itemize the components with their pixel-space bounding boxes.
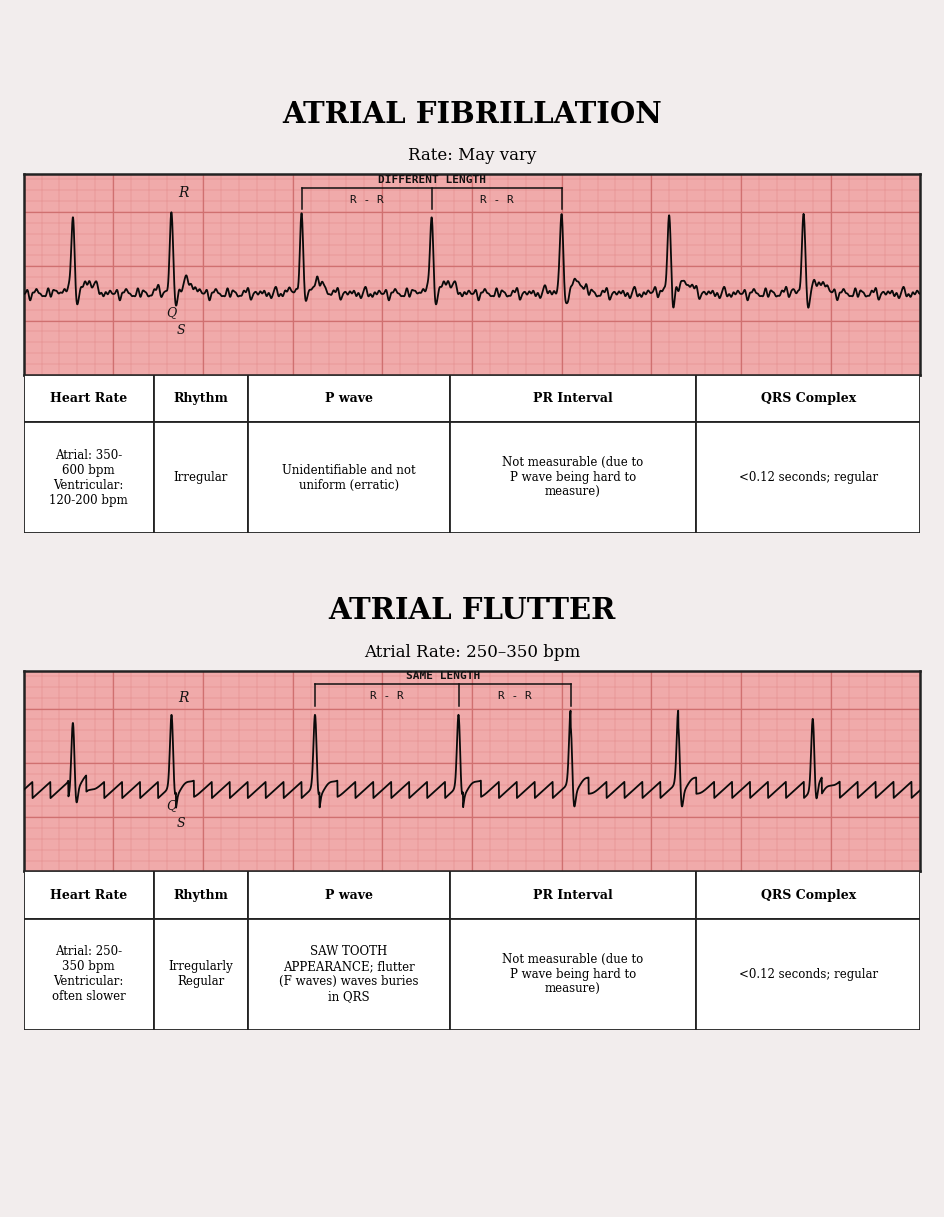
Bar [24, 375, 154, 422]
Text: ATRIAL FLUTTER: ATRIAL FLUTTER [329, 596, 615, 626]
Bar [247, 871, 449, 919]
Bar [24, 919, 154, 1030]
Text: Not measurable (due to
P wave being hard to
measure): Not measurable (due to P wave being hard… [502, 456, 644, 499]
Text: <0.12 seconds; regular: <0.12 seconds; regular [739, 471, 878, 484]
Text: Heart Rate: Heart Rate [50, 392, 127, 405]
Bar [696, 375, 920, 422]
Text: Rhythm: Rhythm [174, 888, 228, 902]
Text: R: R [177, 186, 189, 200]
Text: QRS Complex: QRS Complex [761, 888, 856, 902]
Bar [154, 422, 247, 533]
Text: Rhythm: Rhythm [174, 392, 228, 405]
Text: S: S [177, 324, 186, 337]
Text: Q: Q [166, 798, 177, 812]
Text: SAME LENGTH: SAME LENGTH [406, 672, 480, 682]
Text: P wave: P wave [325, 888, 373, 902]
Bar [449, 375, 697, 422]
Text: PR Interval: PR Interval [533, 888, 613, 902]
Text: R - R: R - R [349, 195, 383, 204]
Text: R - R: R - R [480, 195, 514, 204]
Text: Irregular: Irregular [174, 471, 228, 484]
Text: ATRIAL FIBRILLATION: ATRIAL FIBRILLATION [282, 100, 662, 129]
Text: Heart Rate: Heart Rate [50, 888, 127, 902]
Text: QRS Complex: QRS Complex [761, 392, 856, 405]
Bar [696, 871, 920, 919]
Bar [24, 422, 154, 533]
Text: Rate: May vary: Rate: May vary [408, 147, 536, 164]
Text: Not measurable (due to
P wave being hard to
measure): Not measurable (due to P wave being hard… [502, 953, 644, 996]
Text: Q: Q [166, 307, 177, 319]
Text: R - R: R - R [370, 691, 404, 701]
Bar [449, 422, 697, 533]
Text: <0.12 seconds; regular: <0.12 seconds; regular [739, 968, 878, 981]
Bar [154, 871, 247, 919]
Bar [247, 919, 449, 1030]
Text: DIFFERENT LENGTH: DIFFERENT LENGTH [378, 175, 485, 185]
Bar [154, 375, 247, 422]
Text: R: R [177, 691, 189, 705]
Text: Atrial Rate: 250–350 bpm: Atrial Rate: 250–350 bpm [363, 644, 581, 661]
Text: SAW TOOTH
APPEARANCE; flutter
(F waves) waves buries
in QRS: SAW TOOTH APPEARANCE; flutter (F waves) … [278, 946, 418, 1003]
Text: P wave: P wave [325, 392, 373, 405]
Text: Unidentifiable and not
uniform (erratic): Unidentifiable and not uniform (erratic) [282, 464, 415, 492]
Bar [696, 919, 920, 1030]
Bar [449, 919, 697, 1030]
Text: Atrial: 250-
350 bpm
Ventricular:
often slower: Atrial: 250- 350 bpm Ventricular: often … [52, 946, 126, 1003]
Bar [247, 375, 449, 422]
Bar [247, 422, 449, 533]
Text: Irregularly
Regular: Irregularly Regular [168, 960, 233, 988]
Text: Atrial: 350-
600 bpm
Ventricular:
120-200 bpm: Atrial: 350- 600 bpm Ventricular: 120-20… [49, 449, 128, 506]
Text: R - R: R - R [497, 691, 531, 701]
Bar [154, 919, 247, 1030]
Bar [24, 871, 154, 919]
Text: PR Interval: PR Interval [533, 392, 613, 405]
Text: S: S [177, 817, 186, 830]
Bar [449, 871, 697, 919]
Bar [696, 422, 920, 533]
